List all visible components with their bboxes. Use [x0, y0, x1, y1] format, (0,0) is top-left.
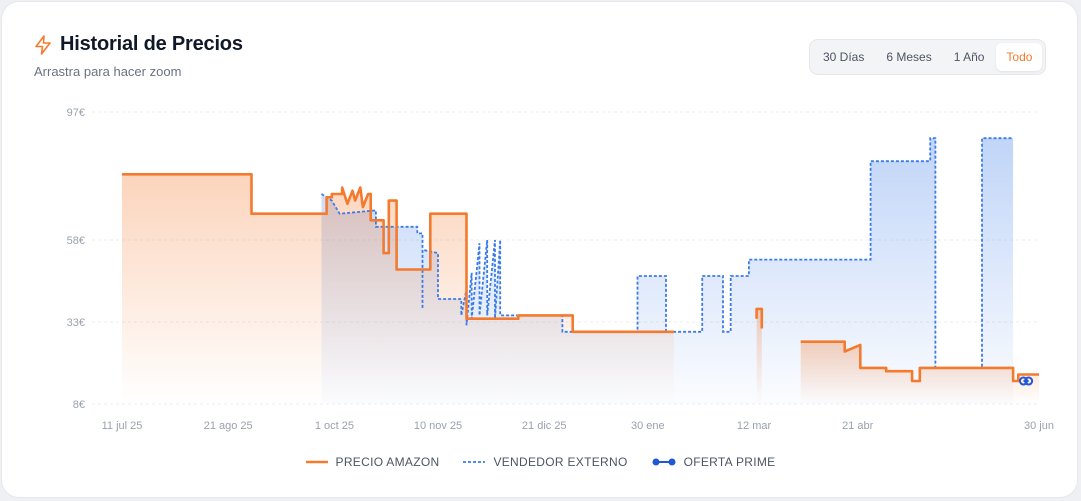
- y-tick-label: 58€: [67, 235, 85, 247]
- y-tick-label: 97€: [67, 107, 85, 119]
- lightning-icon: [35, 34, 51, 55]
- range-6-months-button[interactable]: 6 Meses: [876, 43, 941, 71]
- series-area-amazon: [756, 308, 762, 404]
- page-title: Historial de Precios: [60, 33, 243, 55]
- header: Historial de Precios: [34, 33, 243, 56]
- legend-label: VENDEDOR EXTERNO: [493, 455, 628, 469]
- legend-item-amazon[interactable]: PRECIO AMAZON: [305, 455, 440, 469]
- oferta-prime-point: [1024, 376, 1034, 386]
- series-line-vendedor-externo: [321, 137, 1014, 369]
- x-tick-label: 30 jun: [1024, 420, 1054, 432]
- legend-item-external[interactable]: VENDEDOR EXTERNO: [463, 455, 627, 469]
- x-tick-label: 12 mar: [737, 420, 772, 432]
- dashed-line-swatch: [463, 461, 486, 463]
- x-tick-label: 1 oct 25: [315, 420, 354, 432]
- y-tick-label: 33€: [67, 317, 85, 329]
- legend-item-prime[interactable]: OFERTA PRIME: [652, 455, 776, 469]
- x-tick-label: 30 ene: [631, 420, 665, 432]
- time-range-selector: 30 Días 6 Meses 1 Año Todo: [809, 39, 1047, 75]
- x-tick-label: 21 ago 25: [204, 420, 253, 432]
- solid-line-swatch: [305, 460, 328, 464]
- x-tick-label: 10 nov 25: [414, 420, 462, 432]
- series-line-precio-amazon: [122, 173, 674, 334]
- x-tick-label: 21 abr: [842, 420, 874, 432]
- dotted-line-swatch: [652, 458, 676, 466]
- chart-legend: PRECIO AMAZON VENDEDOR EXTERNO OFERTA PR…: [2, 455, 1079, 469]
- range-all-button[interactable]: Todo: [996, 43, 1043, 71]
- series-area-amazon: [122, 174, 674, 404]
- series-line-precio-amazon: [755, 307, 764, 329]
- legend-label: PRECIO AMAZON: [335, 455, 440, 469]
- x-tick-label: 21 dic 25: [522, 420, 567, 432]
- range-1-year-button[interactable]: 1 Año: [944, 43, 995, 71]
- legend-label: OFERTA PRIME: [683, 455, 776, 469]
- x-tick-label: 11 jul 25: [102, 420, 143, 432]
- page-subtitle: Arrastra para hacer zoom: [34, 64, 182, 79]
- y-tick-label: 8€: [73, 399, 85, 411]
- series-line-precio-amazon: [800, 340, 1039, 383]
- oferta-prime-point: [1018, 376, 1028, 386]
- range-30-days-button[interactable]: 30 Días: [813, 43, 874, 71]
